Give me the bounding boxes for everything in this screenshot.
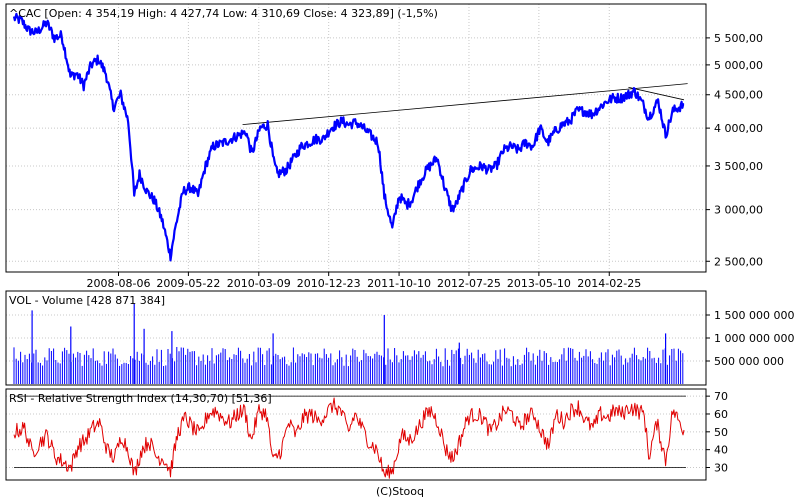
price-panel: 5 500,00 5 000,00 4 500,00 4 000,00 3 500,00… [5, 3, 763, 290]
price-series [12, 12, 685, 262]
rsi-panel-frame [5, 388, 707, 481]
volume-bars [13, 303, 684, 384]
volume-panel: 1 500 000 000 1 000 000 000 500 000 000 VO… [5, 290, 794, 386]
price-x-tick-label: 2010-03-09 [227, 277, 291, 290]
price-x-tick-label: 2011-10-10 [367, 277, 431, 290]
rsi-panel: 70 60 50 40 30 RSI - Relative Strength Index… [5, 388, 728, 481]
rsi-line [13, 397, 685, 479]
price-x-tick-label: 2014-02-25 [577, 277, 641, 290]
rsi-y-tick-label: 40 [714, 444, 728, 457]
price-x-tick-label: 2009-05-22 [156, 277, 220, 290]
price-panel-frame [5, 3, 707, 273]
price-panel-title: ^CAC [Open: 4 354,19 High: 4 427,74 Low:… [9, 7, 438, 20]
price-y-axis: 5 500,00 5 000,00 4 500,00 4 000,00 3 500,00… [706, 32, 763, 268]
price-y-tick-label: 3 500,00 [714, 160, 763, 173]
price-y-tick-label: 5 500,00 [714, 32, 763, 45]
price-trendlines [242, 83, 688, 125]
price-y-tick-label: 4 500,00 [714, 89, 763, 102]
trendline [628, 86, 685, 101]
rsi-panel-title: RSI - Relative Strength Index (14,30,70)… [9, 392, 272, 405]
rsi-y-tick-label: 60 [714, 408, 728, 421]
price-x-tick-label: 2010-12-23 [297, 277, 361, 290]
price-x-tick-label: 2008-08-06 [87, 277, 151, 290]
volume-y-tick-label: 1 000 000 000 [714, 332, 794, 345]
volume-y-tick-label: 1 500 000 000 [714, 309, 794, 322]
price-y-tick-label: 2 500,00 [714, 255, 763, 268]
price-y-tick-label: 4 000,00 [714, 122, 763, 135]
price-line [12, 12, 685, 262]
rsi-y-tick-label: 50 [714, 426, 728, 439]
rsi-y-tick-label: 70 [714, 390, 728, 403]
price-x-tick-label: 2013-05-10 [507, 277, 571, 290]
rsi-y-tick-label: 30 [714, 462, 728, 475]
price-x-axis: 2008-08-06 2009-05-22 2010-03-09 2010-12-23… [87, 272, 641, 290]
rsi-grid [6, 395, 706, 469]
volume-y-tick-label: 500 000 000 [714, 355, 784, 368]
rsi-series [13, 397, 685, 479]
footer-credit: (C)Stooq [376, 485, 424, 498]
volume-y-axis: 1 500 000 000 1 000 000 000 500 000 000 [706, 309, 794, 368]
rsi-y-axis: 70 60 50 40 30 [706, 390, 728, 475]
price-x-tick-label: 2012-07-25 [437, 277, 501, 290]
volume-panel-title: VOL - Volume [428 871 384] [9, 294, 165, 307]
trendline [242, 83, 688, 125]
price-y-tick-label: 5 000,00 [714, 59, 763, 72]
price-y-tick-label: 3 000,00 [714, 204, 763, 217]
